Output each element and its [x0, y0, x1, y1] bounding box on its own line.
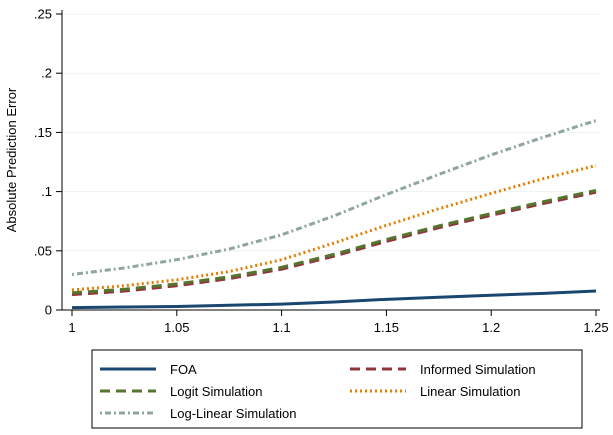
y-tick-label: .15 [34, 125, 52, 140]
legend-label: Log-Linear Simulation [170, 406, 296, 421]
series-line-foa [71, 289, 597, 310]
series-line-log-linear-simulation [71, 119, 597, 276]
series-line-informed-simulation [71, 190, 597, 297]
series-line-linear-simulation [71, 164, 597, 292]
x-tick-label: 1.25 [583, 320, 608, 335]
x-tick-label: 1 [68, 320, 75, 335]
x-tick-label: 1.2 [482, 320, 500, 335]
y-axis-title: Absolute Prediction Error [4, 87, 19, 232]
y-tick-label: .2 [41, 66, 52, 81]
y-tick-label: 0 [45, 303, 52, 318]
y-tick-label: .25 [34, 7, 52, 22]
series-lines [71, 119, 597, 310]
y-ticks: 0 .05 .1 .15 .2 .25 [34, 7, 62, 318]
gridlines [62, 13, 600, 252]
y-tick-label: .05 [34, 243, 52, 258]
legend-label: FOA [170, 362, 197, 377]
legend-label: Linear Simulation [420, 384, 520, 399]
y-tick-label: .1 [41, 184, 52, 199]
legend-label: Informed Simulation [420, 362, 536, 377]
x-tick-label: 1.05 [164, 320, 189, 335]
axes [61, 10, 600, 311]
x-tick-label: 1.15 [374, 320, 399, 335]
x-tick-label: 1.1 [273, 320, 291, 335]
legend-box [91, 349, 583, 429]
series-line-logit-simulation [71, 188, 597, 295]
legend: FOA Informed Simulation Logit Simulation Li… [91, 349, 583, 429]
legend-label: Logit Simulation [170, 384, 263, 399]
x-ticks: 1 1.05 1.1 1.15 1.2 1.25 [68, 310, 609, 335]
